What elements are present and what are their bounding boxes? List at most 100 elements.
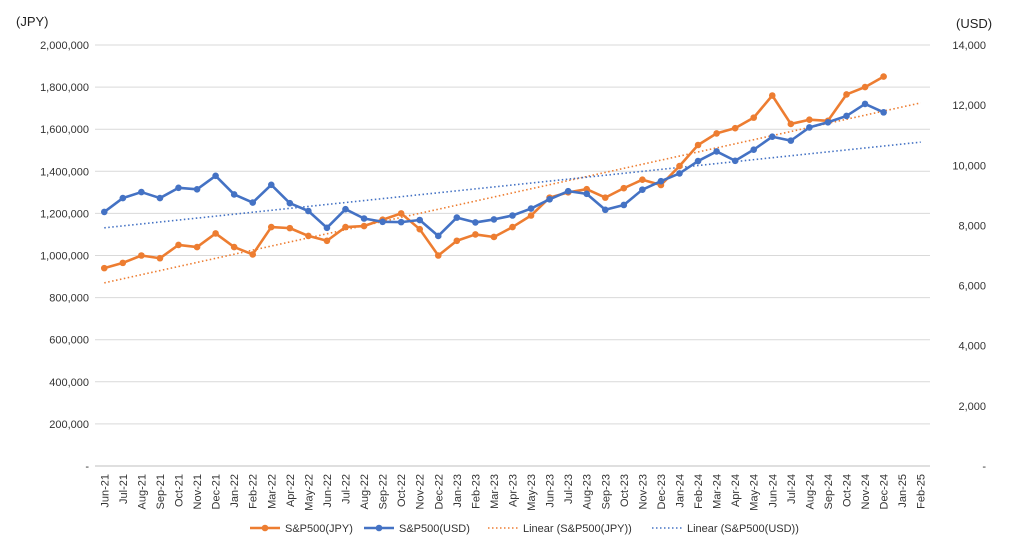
- trendline: [104, 102, 921, 284]
- x-tick-label: Jul-24: [786, 474, 798, 504]
- data-point: [713, 148, 720, 155]
- x-tick-label: Feb-24: [693, 474, 705, 509]
- x-tick-label: Aug-22: [359, 474, 371, 509]
- data-point: [713, 130, 720, 137]
- left-tick-label: 200,000: [49, 419, 89, 431]
- data-point: [564, 187, 572, 195]
- data-point: [323, 224, 331, 232]
- data-point: [861, 100, 869, 108]
- data-point: [156, 194, 164, 202]
- data-point: [434, 232, 442, 240]
- data-point: [342, 205, 349, 213]
- data-point: [527, 212, 535, 219]
- data-point: [175, 241, 182, 249]
- x-tick-label: Feb-22: [248, 474, 260, 509]
- x-tick-label: Mar-22: [266, 474, 278, 509]
- data-point: [490, 233, 498, 241]
- data-point: [175, 184, 182, 192]
- data-point: [397, 218, 405, 226]
- data-point: [768, 133, 776, 141]
- data-point: [119, 194, 127, 202]
- x-tick-label: Jul-21: [118, 474, 130, 504]
- data-point: [416, 216, 424, 224]
- left-tick-label: 1,800,000: [40, 82, 89, 94]
- data-point: [212, 172, 219, 180]
- gridlines: [95, 44, 930, 467]
- data-point: [806, 116, 813, 124]
- data-point: [824, 118, 832, 126]
- x-tick-label: Jul-22: [341, 474, 353, 504]
- left-axis-unit-label: (JPY): [16, 14, 49, 29]
- left-tick-label: 1,400,000: [40, 166, 89, 178]
- right-tick-label: 10,000: [952, 160, 986, 172]
- data-point: [100, 208, 108, 216]
- data-point: [286, 224, 294, 232]
- data-point: [193, 243, 201, 251]
- x-tick-label: May-22: [303, 474, 315, 511]
- data-point: [230, 191, 238, 198]
- x-tick-label: Jan-24: [675, 474, 687, 508]
- data-point: [267, 223, 275, 231]
- data-point: [639, 186, 646, 193]
- right-tick-label: 4,000: [958, 341, 986, 353]
- data-point: [843, 91, 850, 98]
- data-point: [731, 124, 739, 132]
- data-point: [583, 190, 591, 198]
- data-point: [694, 157, 702, 165]
- data-point: [657, 177, 665, 185]
- left-tick-label: 600,000: [49, 335, 89, 347]
- x-tick-label: Jun-21: [99, 474, 111, 508]
- data-point: [453, 237, 461, 245]
- data-point: [861, 83, 869, 91]
- data-point: [100, 264, 108, 272]
- right-axis-ticks: - 2,000 4,000 6,000 8,000 10,000 12,000 14,000: [952, 40, 986, 473]
- trendlines: [104, 102, 921, 284]
- x-tick-label: Nov-24: [860, 474, 872, 509]
- data-point: [212, 230, 219, 237]
- x-tick-label: Sep-24: [823, 474, 835, 509]
- x-tick-label: Dec-24: [879, 474, 891, 509]
- x-tick-label: Jun-24: [767, 474, 779, 508]
- left-tick-label: 800,000: [49, 293, 89, 305]
- data-point: [379, 218, 386, 226]
- data-point: [472, 231, 479, 238]
- data-point: [323, 237, 331, 245]
- data-point: [305, 232, 312, 240]
- right-tick-label: -: [982, 461, 986, 473]
- x-tick-label: Oct-22: [396, 474, 408, 507]
- left-tick-label: 1,200,000: [40, 208, 89, 220]
- data-point: [676, 162, 683, 170]
- right-axis-unit-label: (USD): [956, 16, 993, 31]
- x-tick-label: Jun-22: [322, 474, 334, 508]
- data-point: [731, 157, 739, 165]
- data-point: [416, 225, 424, 233]
- data-point: [138, 252, 145, 259]
- data-point: [620, 184, 628, 192]
- data-point: [360, 222, 368, 230]
- left-axis-ticks: - 200,000 400,000 600,000 800,000 1,000,000 1,…: [40, 40, 89, 473]
- x-tick-label: May-23: [526, 474, 538, 511]
- legend-marker: [375, 524, 383, 532]
- left-tick-label: 400,000: [49, 377, 89, 389]
- x-tick-label: Jan-22: [229, 474, 241, 508]
- data-point: [601, 206, 609, 214]
- x-tick-label: Oct-24: [842, 474, 854, 507]
- x-tick-label: Dec-23: [656, 474, 668, 509]
- data-point: [509, 223, 516, 231]
- x-tick-label: Jul-23: [563, 474, 575, 504]
- data-point: [156, 254, 164, 262]
- data-point: [583, 185, 591, 193]
- x-tick-label: Mar-23: [489, 474, 501, 509]
- data-point: [434, 252, 442, 259]
- x-tick-label: Oct-23: [619, 474, 631, 507]
- data-point: [230, 243, 238, 251]
- data-point: [472, 219, 479, 226]
- data-point: [360, 215, 368, 222]
- right-tick-label: 2,000: [958, 401, 986, 413]
- data-series: [100, 73, 887, 272]
- x-tick-label: Jun-23: [545, 474, 557, 508]
- x-axis-ticks: Jun-21 Jul-21 Aug-21 Sep-21 Oct-21 Nov-21 Dec-…: [99, 474, 927, 511]
- x-tick-label: Dec-22: [433, 474, 445, 509]
- x-tick-label: Mar-24: [712, 474, 724, 509]
